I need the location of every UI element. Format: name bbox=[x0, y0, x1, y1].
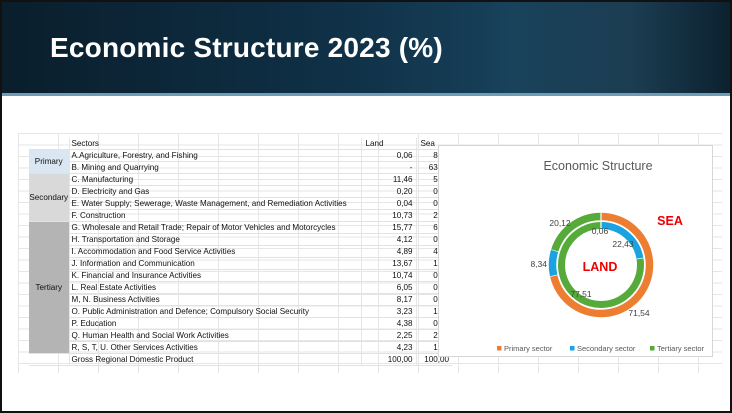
column-header-land: Land bbox=[360, 138, 416, 151]
donut-rings bbox=[548, 212, 654, 318]
land-value-cell: 2,25 bbox=[360, 329, 416, 343]
table-row: Tertiary G. Wholesale and Retail Trade; R… bbox=[29, 221, 452, 355]
data-label-sea: 71,54 bbox=[628, 308, 650, 318]
donut-segment-sea-1 bbox=[548, 249, 559, 277]
land-value-cell: 13,67 bbox=[360, 257, 416, 271]
data-label-land: 22,43 bbox=[612, 239, 634, 249]
economic-structure-table: Sectors Land Sea Primary A.Agriculture, F… bbox=[29, 138, 452, 367]
data-label-land: 77,51 bbox=[570, 289, 592, 299]
legend-swatch bbox=[497, 346, 502, 351]
land-value-cell: 100,00 bbox=[360, 353, 416, 367]
page-title: Economic Structure 2023 (%) bbox=[50, 32, 443, 63]
land-value-cell: 4,38 bbox=[360, 317, 416, 331]
sector-cell: G. Wholesale and Retail Trade; Repair of… bbox=[68, 221, 361, 235]
table-row: Primary A.Agriculture, Forestry, and Fish… bbox=[29, 149, 452, 175]
title-banner: Economic Structure 2023 (%) bbox=[2, 2, 730, 96]
donut-segment-sea-2 bbox=[551, 212, 602, 252]
group-cell-empty bbox=[29, 353, 69, 367]
sector-cell: D. Electricity and Gas bbox=[68, 185, 361, 199]
land-value-cell: 4,89 bbox=[360, 245, 416, 259]
table-row: J. Information and Communication13,671,4… bbox=[29, 257, 452, 271]
legend-label: Primary sector bbox=[504, 344, 553, 353]
land-value-cell: 6,05 bbox=[360, 281, 416, 295]
table-row: Q. Human Health and Social Work Activiti… bbox=[29, 329, 452, 343]
sector-cell: I. Accommodation and Food Service Activi… bbox=[68, 245, 361, 259]
data-label-land: 0,06 bbox=[592, 226, 609, 236]
land-value-cell: 11,46 bbox=[360, 173, 416, 187]
group-label-primary: Primary bbox=[29, 149, 69, 175]
group-header-cell bbox=[29, 138, 69, 151]
series-label-sea: SEA bbox=[657, 214, 683, 228]
data-label-sea: 8,34 bbox=[530, 259, 547, 269]
land-value-cell: - bbox=[360, 161, 416, 175]
sector-cell: H. Transportation and Storage bbox=[68, 233, 361, 247]
sector-cell: P. Education bbox=[68, 317, 361, 331]
sector-cell: C. Manufacturing bbox=[68, 173, 361, 187]
sector-cell: Q. Human Health and Social Work Activiti… bbox=[68, 329, 361, 343]
land-value-cell: 4,23 bbox=[360, 341, 416, 355]
sector-cell: R, S, T, U. Other Services Activities bbox=[68, 341, 361, 355]
chart-title: Economic Structure bbox=[543, 159, 652, 173]
land-value-cell: 10,74 bbox=[360, 269, 416, 283]
sector-cell: M, N. Business Activities bbox=[68, 293, 361, 307]
land-value-cell: 4,12 bbox=[360, 233, 416, 247]
land-value-cell: 0,06 bbox=[360, 149, 416, 163]
table-row: I. Accommodation and Food Service Activi… bbox=[29, 245, 452, 259]
series-label-land: LAND bbox=[583, 260, 618, 274]
table-row: R, S, T, U. Other Services Activities 4,2… bbox=[29, 341, 452, 355]
land-value-cell: 8,17 bbox=[360, 293, 416, 307]
land-value-cell: 0,20 bbox=[360, 185, 416, 199]
sector-cell: E. Water Supply; Sewerage, Waste Managem… bbox=[68, 197, 361, 211]
sector-cell: A.Agriculture, Forestry, and Fishing bbox=[68, 149, 361, 163]
economic-structure-chart: Economic Structure 71,54 8,34 20,12 0,06 22,… bbox=[438, 145, 713, 357]
table-row: K. Financial and Insurance Activities 10,… bbox=[29, 269, 452, 283]
land-value-cell: 3,23 bbox=[360, 305, 416, 319]
land-value-cell: 0,04 bbox=[360, 197, 416, 211]
donut-chart-svg: Economic Structure 71,54 8,34 20,12 0,0622,… bbox=[497, 159, 705, 353]
land-value-cell: 15,77 bbox=[360, 221, 416, 235]
group-label-secondary: Secondary bbox=[29, 173, 69, 223]
table-row: Gross Regional Domestic Product 100,00 100… bbox=[29, 353, 452, 367]
legend-swatch bbox=[650, 346, 655, 351]
sector-cell: B. Mining and Quarrying bbox=[68, 161, 361, 175]
donut-segment-land-2 bbox=[558, 222, 644, 308]
banner-rule bbox=[2, 93, 730, 96]
chart-legend: Primary sector Secondary sector Tertiary s… bbox=[497, 344, 705, 353]
sector-cell: L. Real Estate Activities bbox=[68, 281, 361, 295]
donut-segment-sea-0 bbox=[549, 212, 654, 318]
sector-cell: O. Public Administration and Defence; Co… bbox=[68, 305, 361, 319]
banner-shade bbox=[480, 2, 730, 96]
donut-segment-land-1 bbox=[600, 222, 644, 260]
legend-swatch bbox=[570, 346, 575, 351]
land-value-cell: 10,73 bbox=[360, 209, 416, 223]
table-row: E. Water Supply; Sewerage, Waste Managem… bbox=[29, 197, 452, 211]
table-body: Sectors Land Sea Primary A.Agriculture, F… bbox=[29, 138, 452, 367]
sector-cell: Gross Regional Domestic Product bbox=[68, 353, 361, 367]
legend-label: Tertiary sector bbox=[657, 344, 705, 353]
table-row: O. Public Administration and Defence; Co… bbox=[29, 305, 452, 319]
table-header-row: Sectors Land Sea bbox=[29, 138, 452, 151]
legend-label: Secondary sector bbox=[577, 344, 636, 353]
sector-cell: J. Information and Communication bbox=[68, 257, 361, 271]
sector-cell: F. Construction bbox=[68, 209, 361, 223]
table-row: B. Mining and Quarrying-63,36 bbox=[29, 161, 452, 175]
group-label-tertiary: Tertiary bbox=[29, 221, 69, 355]
data-label-sea: 20,12 bbox=[549, 218, 571, 228]
column-header-sectors: Sectors bbox=[68, 138, 361, 151]
sector-cell: K. Financial and Insurance Activities bbox=[68, 269, 361, 283]
